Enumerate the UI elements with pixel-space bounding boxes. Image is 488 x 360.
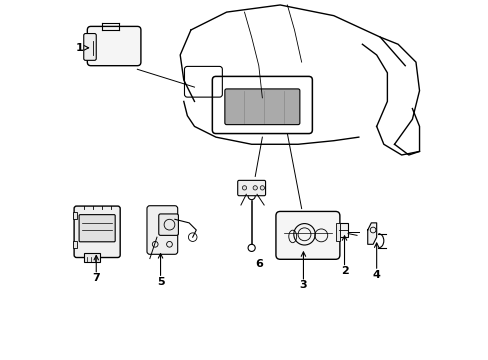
FancyBboxPatch shape [74, 206, 120, 257]
Text: 5: 5 [157, 277, 164, 287]
Text: 2: 2 [340, 266, 347, 276]
Bar [73, 241, 77, 248]
Text: 7: 7 [92, 273, 100, 283]
FancyBboxPatch shape [83, 33, 96, 60]
FancyBboxPatch shape [275, 211, 339, 259]
Circle shape [253, 186, 257, 190]
FancyBboxPatch shape [79, 215, 115, 242]
FancyBboxPatch shape [159, 214, 178, 235]
Text: 1: 1 [76, 43, 83, 53]
Bar [73, 212, 77, 219]
Bar [83, 253, 100, 262]
Circle shape [260, 186, 264, 190]
Bar [335, 223, 339, 241]
Circle shape [242, 186, 246, 190]
Text: 4: 4 [372, 270, 380, 280]
Text: 6: 6 [254, 259, 262, 269]
Text: 3: 3 [299, 280, 306, 291]
FancyBboxPatch shape [237, 180, 265, 196]
Polygon shape [367, 223, 376, 244]
FancyBboxPatch shape [224, 89, 299, 125]
FancyBboxPatch shape [147, 206, 177, 254]
Bar [339, 223, 347, 237]
FancyBboxPatch shape [87, 26, 141, 66]
